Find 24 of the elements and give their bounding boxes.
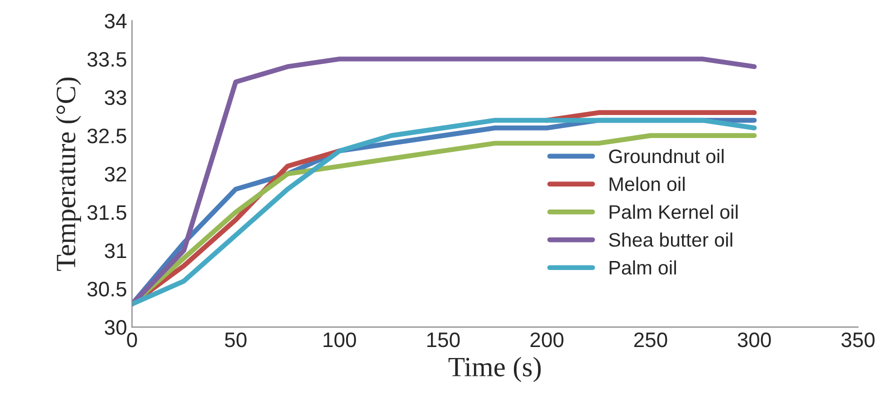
legend-label: Groundnut oil xyxy=(609,148,724,164)
y-tick-label: 31 xyxy=(104,243,126,258)
y-tick-label: 30.5 xyxy=(87,282,126,297)
y-tick-label: 33.5 xyxy=(87,52,126,67)
legend-label: Palm oil xyxy=(610,260,676,275)
y-tick-label: 30 xyxy=(104,320,126,335)
x-tick-label: 150 xyxy=(427,332,460,348)
legend-label: Melon oil xyxy=(610,176,685,192)
y-tick-label: 34 xyxy=(104,14,127,28)
x-tick-label: 250 xyxy=(634,332,668,348)
y-tick-label: 33 xyxy=(104,90,126,106)
x-tick-label: 350 xyxy=(841,332,875,348)
x-tick-label: 100 xyxy=(324,332,356,348)
x-axis-title: Time (s) xyxy=(448,356,541,382)
y-tick-label: 31.5 xyxy=(87,205,126,220)
y-tick-label: 32.5 xyxy=(87,128,126,144)
y-tick-label: 32 xyxy=(104,166,126,182)
legend-label: Shea butter oil xyxy=(608,232,732,247)
y-axis-title: Temperature (°C) xyxy=(56,78,82,271)
x-tick-label: 300 xyxy=(738,332,771,348)
x-tick-label: 50 xyxy=(224,332,246,348)
x-tick-label: 0 xyxy=(127,332,137,348)
x-tick-label: 200 xyxy=(530,332,564,348)
legend-label: Palm Kernel oil xyxy=(610,204,738,219)
